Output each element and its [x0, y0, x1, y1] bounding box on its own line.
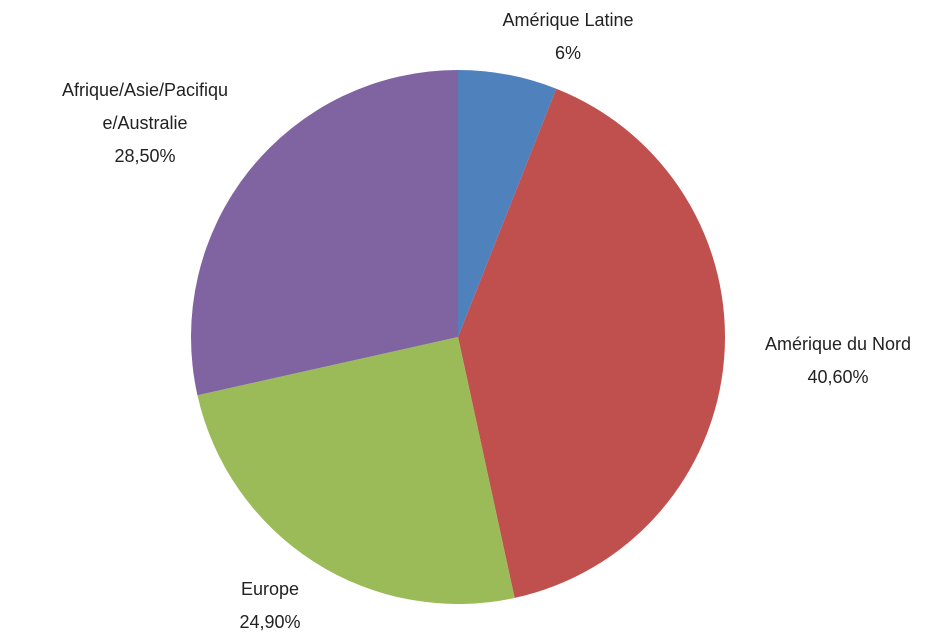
- category-label: Amérique Latine: [502, 10, 634, 30]
- data-label: Afrique/Asie/Pacifique/Australie 28,50%: [55, 74, 235, 173]
- pie-slice: [458, 88, 725, 598]
- value-label: 28,50%: [114, 146, 176, 166]
- pie-slice: [197, 337, 515, 605]
- category-label: Afrique/Asie/Pacifique/Australie: [61, 80, 229, 133]
- data-label: Amérique du Nord 40,60%: [738, 328, 938, 394]
- value-label: 24,90%: [239, 612, 301, 632]
- value-label: 40,60%: [807, 367, 869, 387]
- data-label: Europe 24,90%: [180, 573, 360, 636]
- pie-slice: [190, 70, 458, 396]
- category-label: Amérique du Nord: [764, 334, 912, 354]
- category-label: Europe: [240, 579, 300, 599]
- value-label: 6%: [554, 43, 581, 63]
- data-label: Amérique Latine 6%: [468, 4, 668, 70]
- pie-slice: [458, 70, 557, 337]
